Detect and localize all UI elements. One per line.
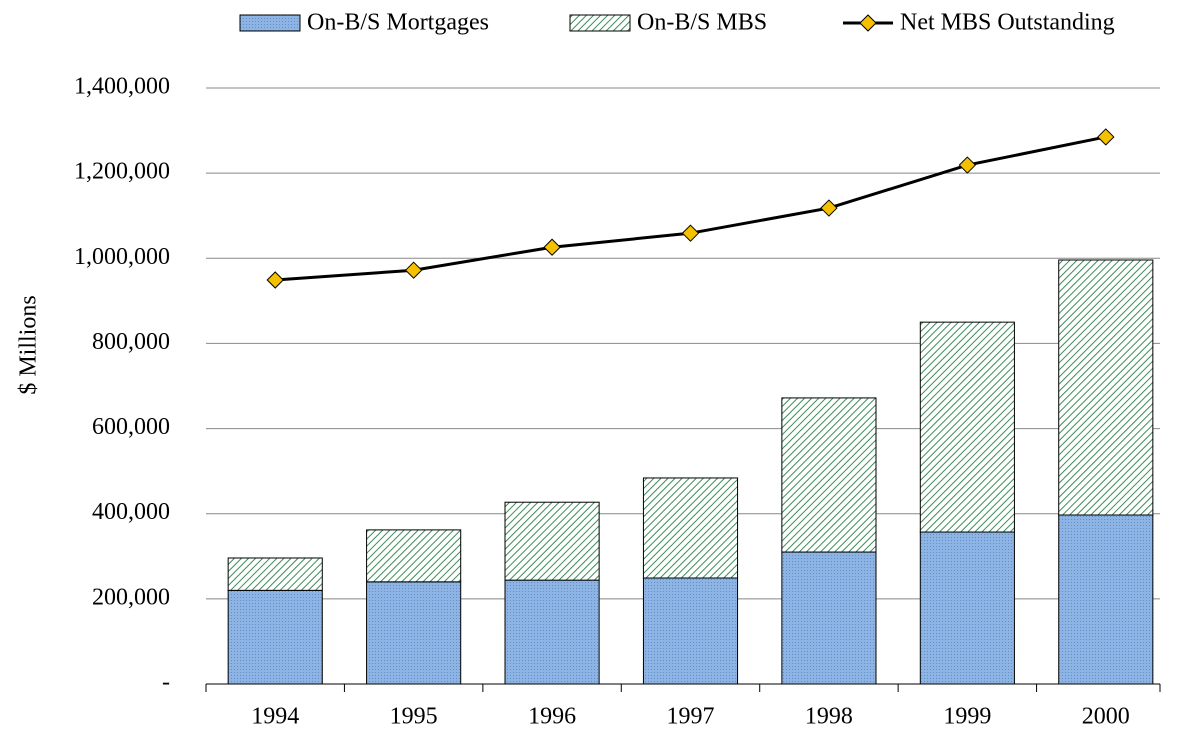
line-marker <box>958 156 977 174</box>
line-marker <box>266 271 284 289</box>
bar-segment <box>504 501 600 581</box>
bar-segment <box>366 581 462 685</box>
x-tick-label: 1994 <box>251 704 299 730</box>
bar-segment <box>642 477 739 579</box>
legend-swatch <box>569 14 631 32</box>
legend-label: On-B/S MBS <box>637 10 767 36</box>
line-marker <box>681 224 700 242</box>
bar-segment <box>642 577 739 685</box>
bar-segment <box>781 551 877 685</box>
y-tick-label: 200,000 <box>92 584 170 610</box>
bar-segment <box>504 579 600 685</box>
line-marker <box>543 238 561 256</box>
x-tick-label: 2000 <box>1082 704 1130 730</box>
bar-segment <box>1058 259 1154 516</box>
bar-segment <box>366 529 462 583</box>
y-tick-label: 400,000 <box>92 499 170 525</box>
bar-segment <box>227 557 323 591</box>
legend-marker <box>859 14 877 32</box>
y-tick-label: 600,000 <box>92 414 170 440</box>
x-tick-label: 1995 <box>390 704 438 730</box>
bar-segment <box>781 397 877 553</box>
x-tick-label: 1996 <box>528 704 576 730</box>
y-tick-label: 800,000 <box>92 329 170 355</box>
y-axis-label: $ Millions <box>16 295 42 394</box>
x-tick-label: 1999 <box>943 704 991 730</box>
legend-label: On-B/S Mortgages <box>307 10 489 36</box>
line-marker <box>820 199 838 217</box>
y-tick-label: - <box>162 670 170 696</box>
line-marker <box>1097 128 1115 146</box>
y-tick-label: 1,200,000 <box>74 159 170 185</box>
bar-segment <box>227 589 323 685</box>
bar-segment <box>919 321 1015 533</box>
x-tick-label: 1998 <box>805 704 853 730</box>
y-tick-label: 1,400,000 <box>74 74 170 100</box>
x-tick-label: 1997 <box>667 704 715 730</box>
legend-label: Net MBS Outstanding <box>900 10 1115 36</box>
bar-segment <box>919 531 1015 685</box>
bar-segment <box>1058 514 1154 685</box>
legend-swatch <box>239 14 301 32</box>
y-tick-label: 1,000,000 <box>74 244 170 270</box>
line-marker <box>404 261 423 279</box>
